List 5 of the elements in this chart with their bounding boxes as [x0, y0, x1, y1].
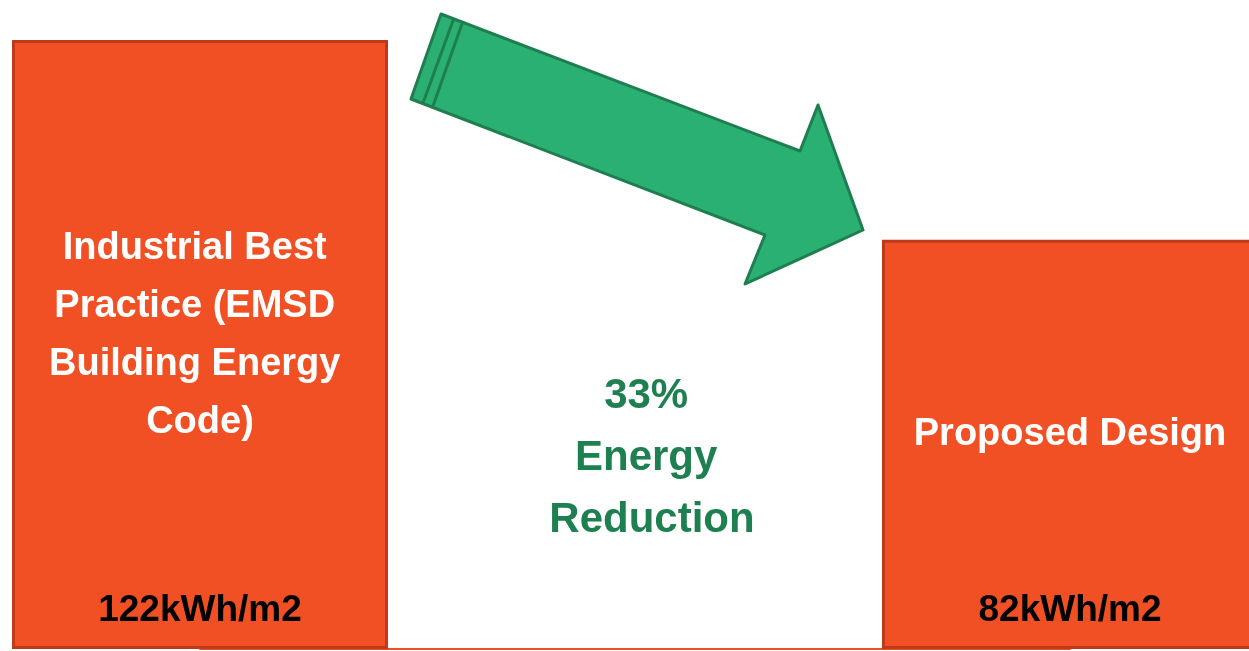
data-label: 82kWh/m2: [978, 588, 1162, 629]
data-label: 122kWh/m2: [98, 588, 302, 629]
x-tick-label: Proposed Design: [913, 411, 1227, 454]
x-tick-label: Industrial Best Practice (EMSD Building Energy Code): [49, 224, 351, 441]
annotation: 33% Energy Reduction: [549, 369, 755, 541]
